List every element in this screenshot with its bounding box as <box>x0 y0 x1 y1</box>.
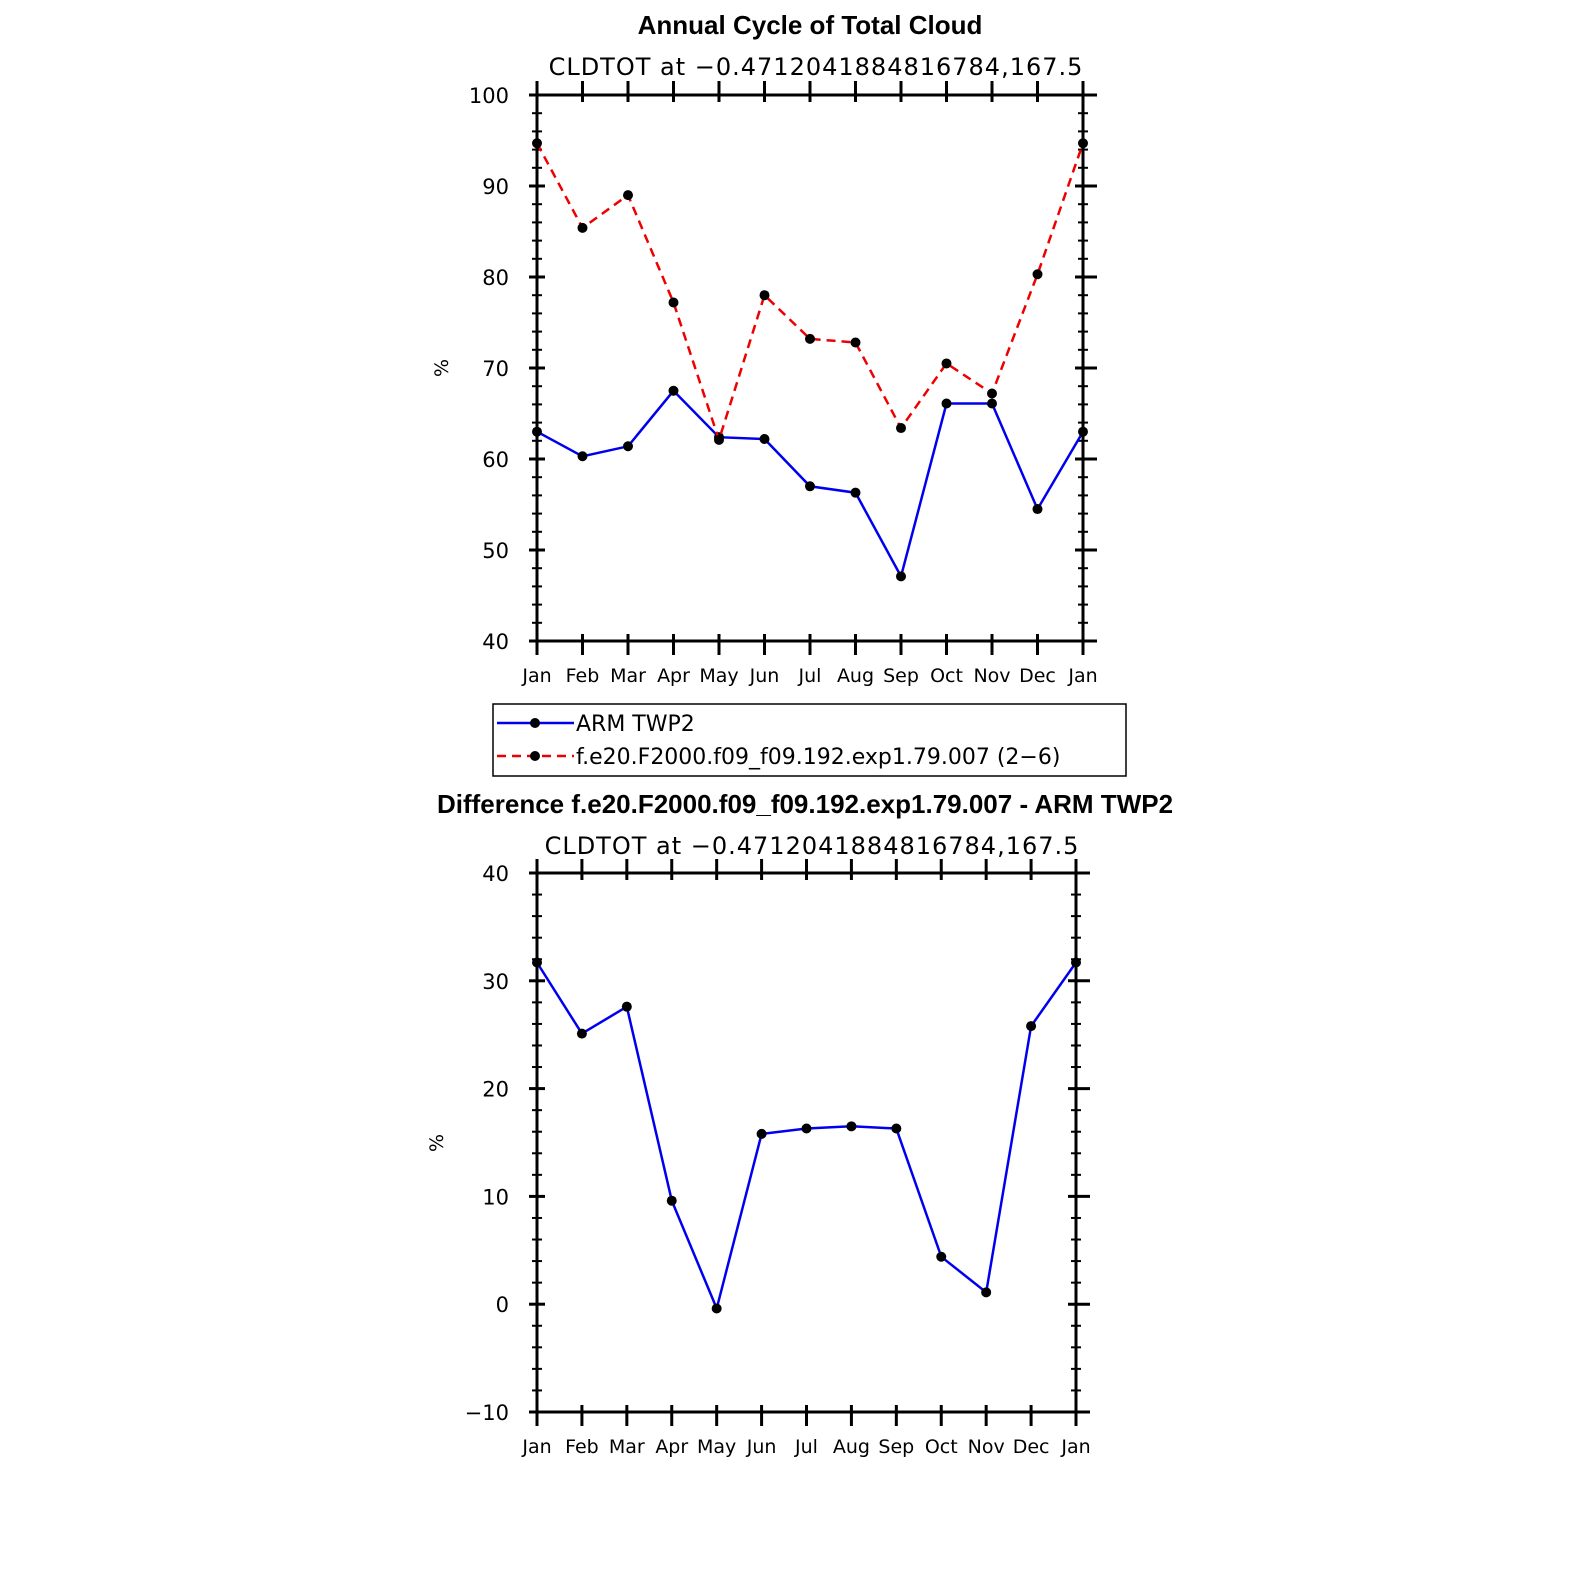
data-point <box>623 441 633 452</box>
data-point <box>981 1287 992 1298</box>
series-lines <box>532 957 1081 1314</box>
data-point <box>756 1128 767 1139</box>
data-point <box>805 333 815 344</box>
data-point <box>891 1123 902 1134</box>
y-axis-label: % <box>431 359 453 377</box>
legend-box <box>492 703 1127 777</box>
x-tick-label: Jan <box>521 665 551 687</box>
x-tick-label: Apr <box>655 1436 688 1458</box>
data-point <box>576 1028 587 1039</box>
x-tick-label: May <box>697 1436 736 1458</box>
legend-label-arm: ARM TWP2 <box>576 712 695 737</box>
data-point <box>1032 504 1043 515</box>
data-point <box>987 398 997 409</box>
data-point <box>759 433 770 444</box>
y-tick-label: 0 <box>496 1293 509 1317</box>
data-point <box>668 385 679 396</box>
y-tick-label: 10 <box>482 1185 509 1209</box>
y-axis-label: % <box>426 1134 448 1152</box>
legend-marker-arm <box>530 718 540 728</box>
data-point <box>805 481 815 492</box>
data-point <box>850 487 861 498</box>
y-tick-label: 40 <box>482 862 509 886</box>
x-tick-label: Oct <box>925 1436 958 1458</box>
annual-cycle-panel: Annual Cycle of Total Cloud CLDTOT at −0… <box>431 10 1098 687</box>
data-point <box>941 398 952 409</box>
data-point <box>1026 1021 1037 1032</box>
data-point <box>532 426 542 437</box>
data-point <box>896 571 906 582</box>
y-tick-label: 60 <box>482 448 509 472</box>
data-point <box>1071 957 1081 968</box>
y-tick-label: 100 <box>469 84 509 108</box>
x-tick-label: Aug <box>837 665 874 687</box>
x-tick-label: Nov <box>968 1436 1005 1458</box>
x-tick-label: Jan <box>1067 665 1097 687</box>
x-tick-label: Sep <box>878 1436 914 1458</box>
y-tick-label: 40 <box>482 630 509 654</box>
plot-frame <box>535 871 1078 1414</box>
x-tick-label: Jul <box>798 665 822 687</box>
x-tick-label: Dec <box>1019 665 1056 687</box>
x-tick-label: May <box>699 665 738 687</box>
y-tick-label: 20 <box>482 1078 509 1102</box>
data-point <box>714 434 724 445</box>
data-point <box>801 1123 812 1134</box>
x-tick-label: Jun <box>749 665 780 687</box>
legend: ARM TWP2 f.e20.F2000.f09_f09.192.exp1.79… <box>492 703 1127 777</box>
data-point <box>577 222 588 233</box>
data-point <box>850 337 861 348</box>
axes: 40 50 60 70 80 90 100 Jan Feb Mar Apr May Jun Jul Aug S… <box>469 81 1098 687</box>
data-point <box>532 957 542 968</box>
chart-subtitle: CLDTOT at −0.4712041884816784,167.5 <box>545 832 1080 860</box>
data-point <box>987 388 997 399</box>
series-line-0 <box>535 961 1078 1313</box>
x-tick-label: Feb <box>565 1436 599 1458</box>
x-tick-label: Sep <box>883 665 919 687</box>
x-tick-label: Jan <box>1060 1436 1090 1458</box>
legend-label-model: f.e20.F2000.f09_f09.192.exp1.79.007 (2−6… <box>576 745 1060 770</box>
legend-marker-model <box>530 751 540 761</box>
x-tick-label: Mar <box>609 1436 645 1458</box>
y-tick-label: 30 <box>482 970 509 994</box>
data-point <box>623 190 633 201</box>
x-tick-label: Jan <box>521 1436 551 1458</box>
y-tick-label: 80 <box>482 266 509 290</box>
x-tick-label: Nov <box>973 665 1010 687</box>
x-tick-label: Mar <box>610 665 646 687</box>
y-tick-label: −10 <box>465 1401 509 1425</box>
data-point <box>668 297 679 308</box>
x-tick-label: Aug <box>833 1436 870 1458</box>
axes: −10 0 10 20 30 40 Jan Feb Mar Apr May Jun Jul Aug Sep O… <box>465 859 1091 1458</box>
data-point <box>577 451 588 462</box>
series-line-1 <box>535 142 1085 444</box>
chart-subtitle: CLDTOT at −0.4712041884816784,167.5 <box>549 53 1084 81</box>
data-point <box>941 358 952 369</box>
x-tick-label: Oct <box>930 665 963 687</box>
data-point <box>846 1121 857 1132</box>
data-point <box>666 1195 677 1206</box>
data-point <box>759 290 770 301</box>
y-tick-label: 70 <box>482 357 509 381</box>
x-tick-label: Jun <box>746 1436 777 1458</box>
data-point <box>711 1303 722 1314</box>
y-tick-label: 90 <box>482 175 509 199</box>
series-lines <box>532 138 1088 582</box>
y-tick-label: 50 <box>482 539 509 563</box>
data-point <box>936 1251 947 1262</box>
data-point <box>1078 138 1088 149</box>
x-tick-label: Apr <box>657 665 690 687</box>
data-point <box>621 1001 632 1012</box>
chart-title: Annual Cycle of Total Cloud <box>638 10 983 40</box>
x-tick-label: Feb <box>566 665 600 687</box>
data-point <box>1078 426 1088 437</box>
difference-panel: Difference f.e20.F2000.f09_f09.192.exp1.… <box>426 789 1173 1458</box>
chart-title: Difference f.e20.F2000.f09_f09.192.exp1.… <box>437 789 1173 819</box>
x-tick-label: Dec <box>1013 1436 1050 1458</box>
data-point <box>896 423 906 434</box>
data-point <box>532 138 542 149</box>
x-tick-label: Jul <box>794 1436 818 1458</box>
data-point <box>1032 269 1043 280</box>
